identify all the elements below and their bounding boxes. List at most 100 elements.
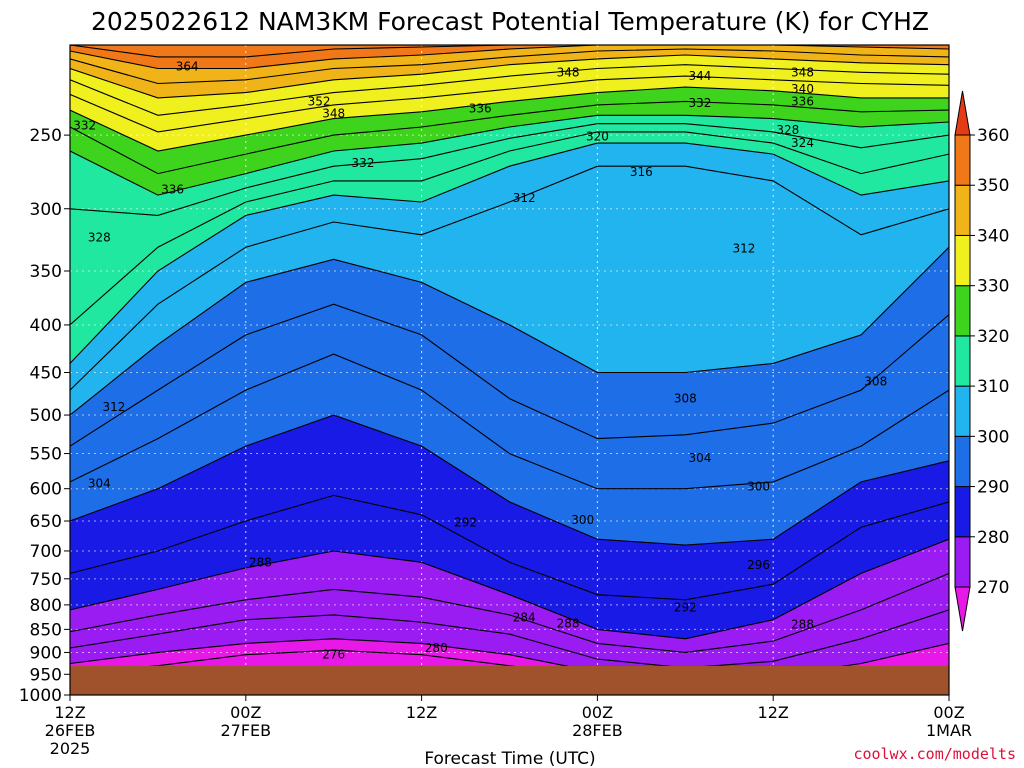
y-tick-label: 650 xyxy=(30,512,62,532)
contour-line-324 xyxy=(70,131,949,326)
contour-label: 348 xyxy=(557,65,580,79)
colorbar-arrow-top xyxy=(954,90,971,136)
contour-label: 348 xyxy=(322,107,345,121)
y-tick-label: 1000 xyxy=(19,686,62,706)
x-tick-label: 00Z xyxy=(933,703,964,722)
colorbar-label: 310 xyxy=(977,377,1009,397)
contour-label: 276 xyxy=(322,648,345,662)
contour-label: 332 xyxy=(352,156,375,170)
colorbar-label: 320 xyxy=(977,327,1009,347)
x-axis-label: Forecast Time (UTC) xyxy=(424,749,595,768)
colorbar: 270 280 290 300 310 320 330 340 350 360 xyxy=(954,90,1009,632)
contour-line-360 xyxy=(70,45,949,70)
contour-label: 344 xyxy=(688,69,711,83)
contour-label: 304 xyxy=(88,476,111,490)
y-tick-label: 500 xyxy=(30,406,62,426)
contour-label: 320 xyxy=(586,130,609,144)
contour-label: 348 xyxy=(791,65,814,79)
x-tick-label: 12Z xyxy=(54,703,85,722)
contour-line-292 xyxy=(70,538,949,640)
contour-line-284 xyxy=(70,609,949,669)
contour-label: 352 xyxy=(308,94,331,108)
contour-line-312 xyxy=(70,246,949,416)
y-tick-label: 550 xyxy=(30,445,62,465)
contour-label: 316 xyxy=(630,165,653,179)
ground-terrain xyxy=(70,666,949,695)
contour-line-320 xyxy=(70,142,949,364)
colorbar-label: 270 xyxy=(977,578,1009,598)
colorbar-segment xyxy=(954,486,971,538)
colorbar-segment xyxy=(954,385,971,437)
x-tick-label: 00Z xyxy=(582,703,613,722)
contour-label: 300 xyxy=(747,480,770,494)
y-tick-label: 450 xyxy=(30,364,62,384)
contour-line-332 xyxy=(70,114,949,196)
colorbar-segment xyxy=(954,435,971,488)
contour-label: 312 xyxy=(732,241,755,255)
colorbar-label: 280 xyxy=(977,528,1009,548)
credit-link[interactable]: coolwx.com/modelts xyxy=(853,745,1016,763)
x-tick-label: 1MAR xyxy=(926,721,972,740)
contour-label: 308 xyxy=(864,374,887,388)
contour-line-356 xyxy=(70,48,949,85)
chart-title: 2025022612 NAM3KM Forecast Potential Tem… xyxy=(91,7,929,36)
fill-band-364 xyxy=(70,45,949,57)
colorbar-segment xyxy=(954,184,971,236)
contour-line-364 xyxy=(70,45,949,58)
plot-border xyxy=(69,44,950,696)
contour-label: 304 xyxy=(688,451,711,465)
x-tick-label: 27FEB xyxy=(220,721,271,740)
contour-label: 292 xyxy=(674,600,697,614)
contour-label: 332 xyxy=(688,96,711,110)
contour-label: 292 xyxy=(454,515,477,529)
contour-label: 328 xyxy=(88,230,111,244)
contour-label: 288 xyxy=(249,555,272,569)
contour-label: 312 xyxy=(513,191,536,205)
contour-label: 336 xyxy=(469,101,492,115)
contour-label: 336 xyxy=(791,94,814,108)
x-tick-label: 12Z xyxy=(758,703,789,722)
y-tick-label: 850 xyxy=(30,620,62,640)
x-tick-label: 26FEB xyxy=(45,721,96,740)
contour-line-296 xyxy=(70,494,949,601)
contour-label: 336 xyxy=(161,182,184,196)
colorbar-segment xyxy=(954,285,971,337)
y-tick-label: 950 xyxy=(30,665,62,685)
contour-line-348 xyxy=(70,64,949,116)
contour-line-328 xyxy=(70,123,949,216)
y-tick-label: 800 xyxy=(30,596,62,616)
colorbar-label: 360 xyxy=(977,126,1009,146)
colorbar-label: 350 xyxy=(977,176,1009,196)
y-tick-label: 750 xyxy=(30,570,62,590)
colorbar-segment xyxy=(954,536,971,588)
colorbar-segment xyxy=(954,335,971,387)
colorbar-label: 300 xyxy=(977,427,1009,447)
contour-line-344 xyxy=(70,75,949,133)
y-tick-label: 350 xyxy=(30,262,62,282)
contour-line-340 xyxy=(70,86,949,152)
contour-label: 332 xyxy=(73,118,96,132)
contour-label: 328 xyxy=(776,123,799,137)
contour-label: 288 xyxy=(791,618,814,632)
contour-label: 296 xyxy=(747,558,770,572)
colorbar-label: 330 xyxy=(977,277,1009,297)
x-tick-label: 00Z xyxy=(230,703,261,722)
contour-label: 284 xyxy=(513,610,536,624)
plot-frame xyxy=(69,44,950,696)
contour-line-304 xyxy=(70,353,949,490)
contour-label: 280 xyxy=(425,641,448,655)
colorbar-label: 340 xyxy=(977,226,1009,246)
colorbar-arrow-bottom xyxy=(954,586,971,632)
y-axis: 250 300 350 400 450 500 550 600 650 700 750 800 850 9… xyxy=(19,126,70,706)
y-tick-label: 900 xyxy=(30,643,62,663)
contour-line-288 xyxy=(70,572,949,653)
y-tick-label: 250 xyxy=(30,126,62,146)
contour-label: 312 xyxy=(102,400,125,414)
y-tick-label: 400 xyxy=(30,316,62,336)
x-tick-label: 2025 xyxy=(50,739,91,758)
y-tick-label: 600 xyxy=(30,480,62,500)
contour-line-308 xyxy=(70,303,949,447)
